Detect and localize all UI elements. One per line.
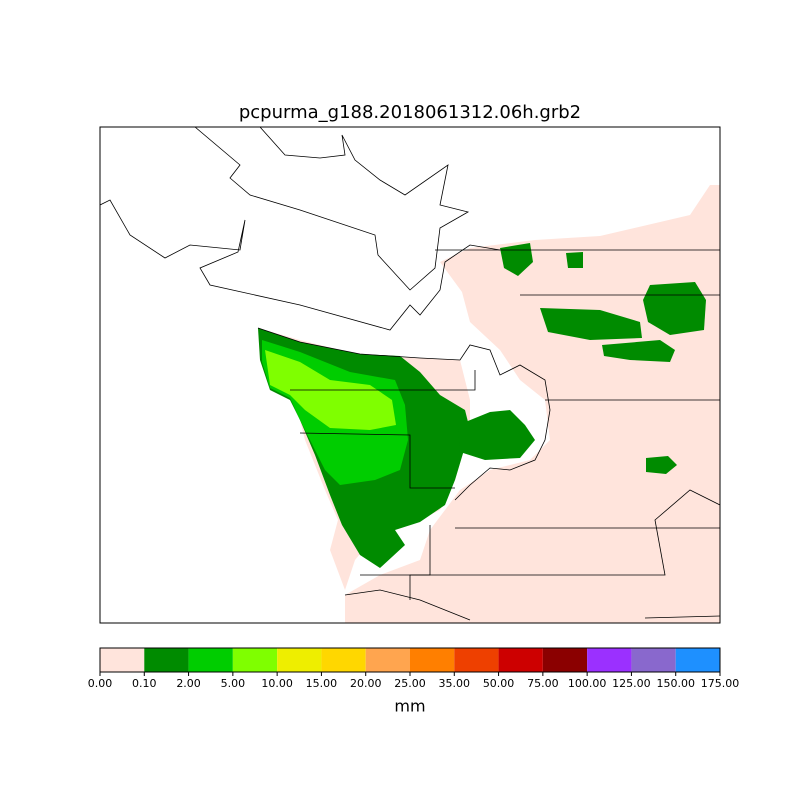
colorbar-segment [232, 648, 278, 672]
colorbar-tick-label: 2.00 [176, 677, 201, 690]
colorbar-segment [321, 648, 366, 672]
border [290, 370, 476, 391]
colorbar-segment [410, 648, 455, 672]
colorbar-tick-label: 175.00 [701, 677, 740, 690]
colorbar-tick-label: 75.00 [527, 677, 559, 690]
colorbar-tick-label: 125.00 [612, 677, 651, 690]
coastline [257, 327, 551, 501]
precip-region [500, 243, 533, 276]
colorbar-label: mm [394, 697, 425, 716]
precip-region [458, 410, 535, 460]
colorbar-segment [144, 648, 189, 672]
colorbar-tick-label: 10.00 [261, 677, 293, 690]
colorbar-tick-label: 25.00 [394, 677, 426, 690]
colorbar-segment [675, 648, 720, 672]
colorbar-tick-label: 0.00 [88, 677, 113, 690]
map-frame [99, 126, 721, 624]
colorbar-segment [454, 648, 499, 672]
colorbar-tick-label: 15.00 [306, 677, 338, 690]
precip-region [566, 252, 583, 268]
border [299, 432, 455, 489]
map [100, 127, 720, 623]
colorbar-tick-label: 35.00 [439, 677, 471, 690]
colorbar-segment [498, 648, 543, 672]
colorbar-tick-label: 50.00 [483, 677, 515, 690]
colorbar-tick-label: 5.00 [221, 677, 246, 690]
colorbar-segment [542, 648, 588, 672]
border [644, 615, 720, 619]
colorbar-tick-label: 0.10 [132, 677, 157, 690]
colorbar-tick-label: 150.00 [656, 677, 695, 690]
coastline [194, 127, 470, 291]
colorbar-tick-label: 20.00 [350, 677, 382, 690]
precip-region [540, 308, 642, 340]
precip-region [602, 340, 675, 362]
precip-region [646, 456, 677, 474]
precip-region [345, 185, 720, 623]
colorbar: 0.00 0.10 2.00 5.00 10.00 15.00 20.00 25.00 35.0… [88, 647, 740, 690]
border [360, 489, 720, 576]
colorbar-segment [631, 648, 676, 672]
colorbar-segment [100, 648, 145, 672]
border [344, 589, 471, 621]
coastline [100, 199, 501, 331]
colorbar-segment [365, 648, 410, 672]
colorbar-tick-label: 100.00 [568, 677, 607, 690]
colorbar-segment [277, 648, 322, 672]
map-title: pcpurma_g188.2018061312.06h.grb2 [239, 102, 581, 123]
colorbar-segment [188, 648, 233, 672]
colorbar-segment [587, 648, 632, 672]
